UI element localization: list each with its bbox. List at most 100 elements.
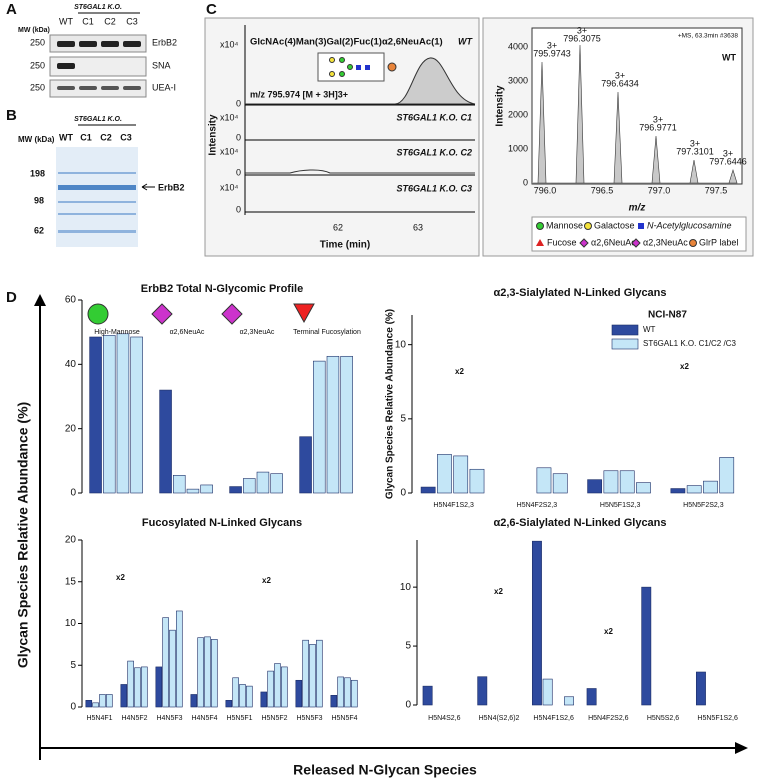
mw-header: MW (kDa) [18,27,50,34]
x-tick-label: H5N4F1S2,3 [433,502,474,509]
bar [159,389,172,494]
category-label: α2,3NeuAc [240,329,275,336]
bar [536,467,552,494]
annotation: x2 [262,576,271,585]
x-label: Time (min) [320,240,370,251]
bar [636,482,651,494]
y-tick-label: 20 [65,535,77,546]
peak-charge: 3+ [615,70,625,80]
bands [57,41,141,90]
bar [260,691,268,708]
glycan-icon [329,57,397,77]
spectrum [533,44,738,184]
bar [169,629,176,708]
legend-item: α2,6NeuAc [591,237,636,247]
blot [49,79,147,98]
bar [337,676,344,708]
lane: C2 [100,132,112,142]
x-tick-label: H5N5S2,6 [647,715,679,722]
bar [155,666,163,708]
bar [351,679,358,708]
lane: WT [59,16,73,26]
bar [469,468,485,494]
peak-mz: 796.3075 [563,33,601,43]
bar [229,486,242,494]
row-name: ErbB2 [152,37,177,47]
mz-label: m/z 795.974 [M + 3H]3+ [250,89,348,99]
plot-area [531,27,743,185]
bar [309,644,316,708]
legend-item: α2,3NeuAc [643,237,688,247]
lane: C1 [82,16,94,26]
y-tick-label: 15 [65,576,77,587]
x-tick: 62 [333,222,343,232]
y-tick: 3000 [508,75,528,85]
y-tick: 0 [523,177,528,187]
y-tick-label: 0 [70,702,76,713]
row-name: SNA [152,60,171,70]
arrow [141,183,155,191]
lane: WT [59,132,73,142]
category-icon [293,303,315,324]
x-tick-label: H5N4F2S2,3 [517,502,558,509]
peak-charge: 3+ [547,40,557,50]
mw: 250 [30,82,45,92]
bar [246,685,253,708]
markers: 198 98 62 [30,168,45,235]
x-tick-label: H5N4F1S2,6 [533,715,574,722]
peak-mz: 797.3101 [676,146,714,156]
mw: 250 [30,37,45,47]
marker: 198 [30,168,45,178]
x-tick-label: H4N5F3 [156,715,182,722]
bar [670,488,686,494]
y-tick-label: 20 [65,423,77,434]
annotation: x2 [680,362,689,371]
bar [256,471,270,494]
category-label: High-Mannose [94,329,140,336]
bar [313,360,326,494]
chart-title: α2,6-Sialylated N-Linked Glycans [493,517,666,529]
y-tick-label: 5 [400,413,406,424]
trace-label: WT [458,36,473,46]
scale: x10⁴ [220,39,239,49]
panel-label: A [6,1,17,18]
legend-item: N-Acetylglucosamine [647,220,732,230]
bar [587,479,603,494]
group-label: ST6GAL1 K.O. [74,116,122,123]
peak-charge: 3+ [577,25,587,35]
y-label: Glycan Species Relative Abundance (%) [385,309,396,499]
y-ticks: 0 1000 2000 3000 4000 [508,41,528,187]
y-tick: 2000 [508,109,528,119]
mw: 250 [30,60,45,70]
y-tick-label: 10 [395,339,407,350]
chart-title: ErbB2 Total N-Glycomic Profile [141,283,303,295]
symbol-legend: Mannose Galactose N-Acetylglucosamine Fu… [536,220,738,248]
blot [49,56,147,77]
blot-rows: 250 ErbB2 250 SNA 250 UEA-I [30,37,177,92]
lane: C3 [120,132,132,142]
bar [239,684,246,708]
marker: 98 [34,195,44,205]
bar [116,333,130,494]
bar [267,670,274,708]
x-tick-label: H4N5F4 [191,715,217,722]
annotation: x2 [604,627,613,636]
mw-header: MW (kDa) [18,135,55,144]
bar [719,457,735,494]
x-label: Released N-Glycan Species [293,762,477,778]
peak-mz: 796.9771 [639,122,677,132]
x-tick-label: H5N5F1 [226,715,252,722]
legend-box [531,216,747,252]
bar [176,610,183,708]
y-tick-label: 5 [405,641,411,652]
row-name: UEA-I [152,82,176,92]
legend-title: NCI-N87 [648,310,687,321]
scale: x10⁴ [220,112,239,122]
bar [85,700,93,708]
bar [326,355,340,494]
peak-mz: 795.9743 [533,48,571,58]
lanes: WT C1 C2 C3 [59,132,132,142]
panel-label: B [6,107,17,124]
bar [162,617,169,708]
traces [245,57,476,213]
